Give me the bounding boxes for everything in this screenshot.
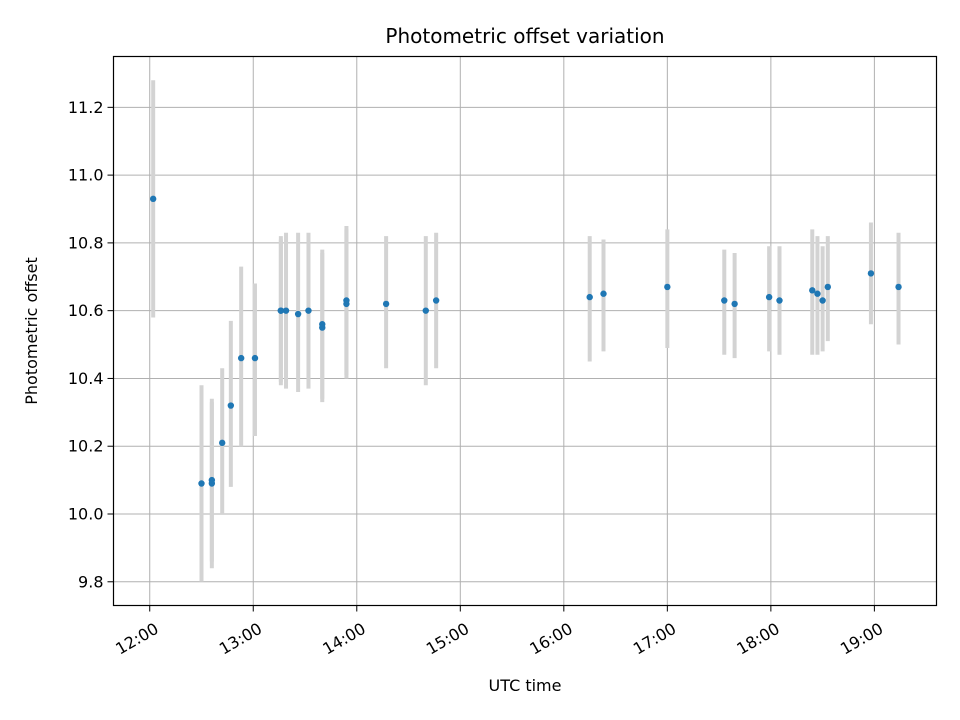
data-point <box>319 324 326 331</box>
data-point <box>277 307 285 314</box>
data-point <box>824 283 832 291</box>
y-tick-label: 10.6 <box>68 301 104 320</box>
data-point <box>218 439 226 447</box>
data-point <box>198 480 205 487</box>
data-point <box>809 287 816 294</box>
data-point <box>776 297 783 304</box>
chart-title: Photometric offset variation <box>385 24 664 48</box>
data-point <box>814 290 821 297</box>
data-point <box>765 293 773 301</box>
x-axis-title: UTC time <box>489 676 562 695</box>
data-point <box>343 300 350 308</box>
data-point <box>819 297 826 304</box>
y-tick-label: 11.0 <box>68 166 104 185</box>
y-axis-ticks: 9.8 10.0 10.2 10.4 10.6 10.8 11.0 11.2 <box>68 98 114 591</box>
data-point <box>422 307 429 314</box>
data-point <box>664 283 671 291</box>
y-tick-label: 11.2 <box>68 98 104 117</box>
y-axis-title: Photometric offset <box>22 257 41 405</box>
data-point <box>237 354 245 362</box>
y-tick-label: 10.2 <box>68 437 104 456</box>
data-point <box>382 300 390 308</box>
data-point <box>282 307 290 314</box>
plot-frame <box>112 55 938 607</box>
y-tick-label: 10.8 <box>68 233 104 252</box>
y-tick-label: 10.4 <box>68 369 104 388</box>
data-point <box>294 310 302 318</box>
data-point <box>305 307 312 314</box>
data-point <box>731 300 738 308</box>
data-point <box>721 297 728 304</box>
data-point <box>586 293 593 301</box>
data-point <box>867 270 875 277</box>
data-points <box>149 195 902 487</box>
data-point <box>149 195 157 203</box>
y-tick-label: 10.0 <box>68 505 104 524</box>
data-point <box>895 283 902 291</box>
data-point <box>208 480 216 487</box>
data-point <box>432 297 440 304</box>
data-point <box>251 354 259 362</box>
data-point <box>227 402 235 409</box>
data-point <box>600 290 607 297</box>
y-tick-label: 9.8 <box>78 572 103 591</box>
